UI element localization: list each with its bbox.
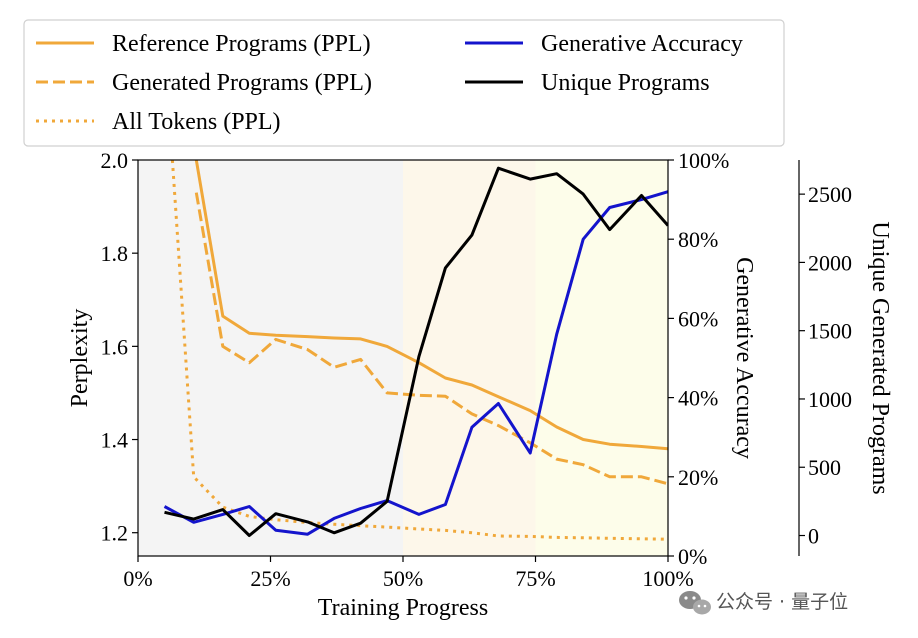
legend-frame: [23, 19, 785, 147]
x-axis-title: Training Progress: [318, 595, 488, 621]
legend-label-accuracy: Generative Accuracy: [541, 31, 743, 57]
background-region-0: [138, 160, 403, 556]
y-left-tick-label: 1.4: [101, 428, 129, 453]
x-tick-label: 25%: [250, 566, 290, 591]
y-right1-tick-label: 60%: [678, 306, 718, 331]
y-left-tick-label: 1.8: [101, 241, 129, 266]
y-right2-tick-label: 0: [808, 524, 819, 549]
y-right2-tick-label: 1000: [808, 387, 852, 412]
y-right1-tick-label: 80%: [678, 227, 718, 252]
y-left-tick-label: 2.0: [101, 148, 129, 173]
legend-label-generated: Generated Programs (PPL): [112, 70, 372, 96]
legend: Reference Programs (PPL) Generated Progr…: [23, 19, 785, 147]
y-right1-tick-label: 0%: [678, 544, 707, 569]
background-region-2: [535, 160, 668, 556]
y-axis-left-title: Perplexity: [67, 309, 93, 408]
watermark: 公众号 · 量子位: [679, 591, 848, 615]
x-tick-label: 100%: [642, 566, 693, 591]
y-axis-right2-title: Unique Generated Programs: [867, 221, 893, 494]
y-left-tick-label: 1.6: [101, 334, 129, 359]
background-region-1: [403, 160, 536, 556]
legend-label-reference: Reference Programs (PPL): [112, 31, 371, 57]
y-right2-tick-label: 2500: [808, 182, 852, 207]
y-right2-tick-label: 500: [808, 455, 841, 480]
watermark-text: 公众号 · 量子位: [716, 591, 848, 613]
series-line-all-tokens-ppl: [170, 160, 668, 541]
legend-label-unique: Unique Programs: [541, 70, 710, 96]
y-right2-tick-label: 1500: [808, 319, 852, 344]
x-tick-label: 75%: [515, 566, 555, 591]
y-axis-right1-title: Generative Accuracy: [731, 257, 757, 459]
ticks-layer: 0% 25% 50% 75% 100% 1.2 1.4 1.6 1.8 2.0 0% 20% 40% 60…: [101, 148, 853, 591]
series-line-unique-programs: [164, 166, 668, 537]
wechat-icon: [679, 591, 711, 615]
series-line-generative-accuracy: [163, 190, 668, 536]
series-line-reference-programs-ppl: [194, 160, 668, 451]
y-left-tick-label: 1.2: [101, 521, 129, 546]
y-right1-tick-label: 100%: [678, 148, 729, 173]
legend-label-all-tokens: All Tokens (PPL): [112, 109, 281, 135]
y-right1-tick-label: 40%: [678, 386, 718, 411]
y-right1-tick-label: 20%: [678, 465, 718, 490]
y-right2-tick-label: 2000: [808, 250, 852, 275]
x-tick-label: 0%: [123, 566, 152, 591]
background-regions: [138, 160, 668, 556]
series-layer: [163, 160, 668, 541]
x-tick-label: 50%: [383, 566, 423, 591]
